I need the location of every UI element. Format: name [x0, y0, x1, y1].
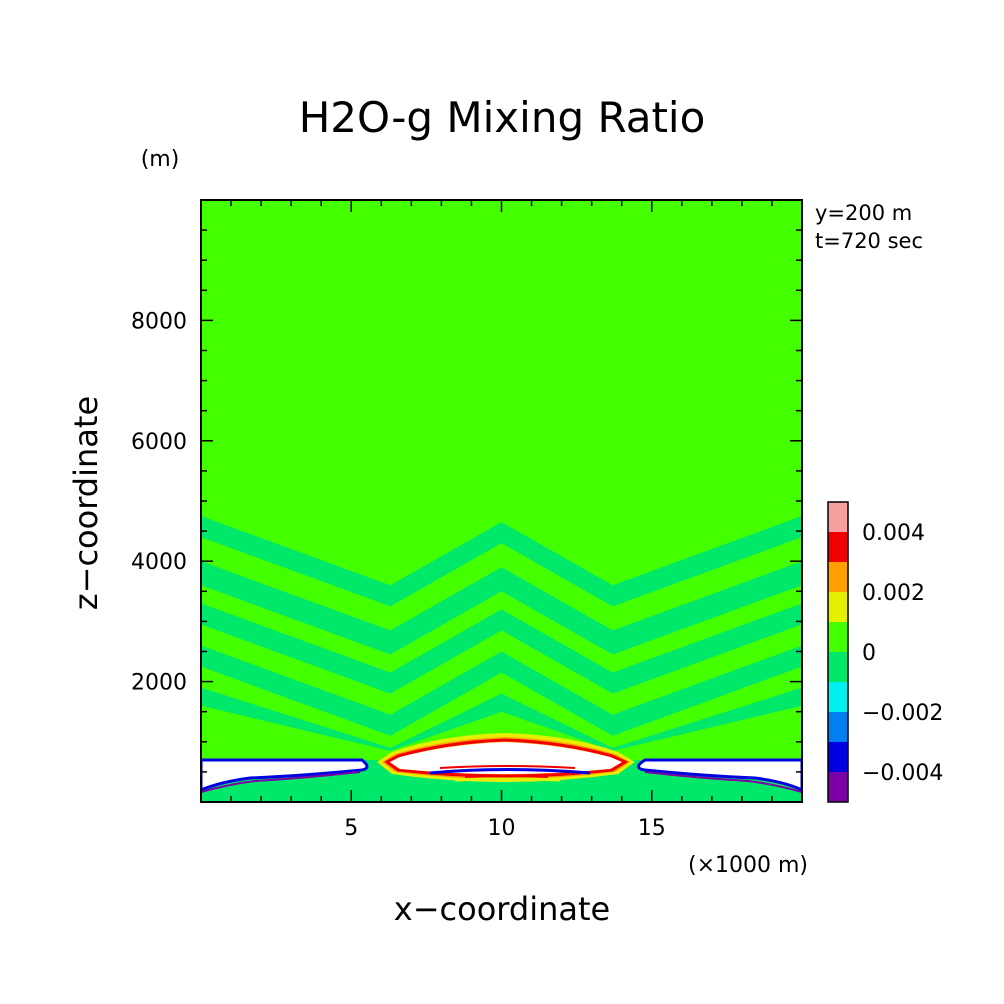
x-tick-label: 5 — [344, 816, 358, 841]
colorbar-swatch — [828, 652, 848, 682]
y-tick-label: 4000 — [131, 550, 187, 575]
colorbar-swatch — [828, 592, 848, 622]
colorbar-swatch — [828, 532, 848, 562]
x-tick-label: 15 — [638, 816, 666, 841]
tick-labels: 5 10 15 2000 4000 6000 8000 — [131, 309, 666, 841]
y-unit-label: (m) — [141, 147, 180, 172]
colorbar-label: −0.002 — [862, 701, 943, 726]
colorbar-swatch — [828, 562, 848, 592]
colorbar-swatch — [828, 772, 848, 802]
colorbar: −0.004 −0.002 0 0.002 0.004 — [827, 501, 943, 803]
central-lower-red2 — [464, 775, 549, 778]
colorbar-swatch — [828, 712, 848, 742]
contour-band — [201, 516, 802, 607]
central-anomaly-core — [390, 742, 622, 774]
right-white-region — [637, 758, 802, 792]
contour-band — [201, 561, 802, 655]
left-blue-edge — [201, 771, 361, 793]
central-lower-yellow — [454, 777, 561, 782]
central-lower-red — [439, 765, 576, 769]
colorbar-swatch — [828, 682, 848, 712]
contour-band — [201, 603, 802, 694]
colorbar-label: −0.004 — [862, 761, 943, 786]
colorbar-label: 0 — [862, 641, 876, 666]
contour-band — [201, 645, 802, 736]
colorbar-label: 0.002 — [862, 581, 925, 606]
contour-bands — [201, 516, 802, 751]
colorbar-swatch — [828, 742, 848, 772]
plot-area — [201, 200, 802, 802]
x-unit-label: (×1000 m) — [688, 853, 808, 878]
left-white-region — [201, 758, 369, 792]
annotation-t: t=720 sec — [815, 229, 923, 253]
chart-title: H2O-g Mixing Ratio — [299, 93, 706, 142]
y-axis-label: z−coordinate — [67, 396, 105, 610]
colorbar-frame — [827, 501, 849, 803]
x-tick-label: 10 — [488, 816, 516, 841]
annotation-y: y=200 m — [815, 201, 912, 225]
right-blue-edge — [644, 771, 802, 793]
colorbar-label: 0.004 — [862, 521, 925, 546]
x-axis-label: x−coordinate — [394, 890, 610, 928]
colorbar-swatch — [828, 502, 848, 532]
y-tick-label: 8000 — [131, 309, 187, 334]
colorbar-swatch — [828, 622, 848, 652]
y-tick-label: 2000 — [131, 671, 187, 696]
central-lower-contours — [429, 768, 591, 775]
contour-band — [201, 687, 802, 751]
axis-ticks — [201, 200, 802, 802]
y-tick-label: 6000 — [131, 430, 187, 455]
